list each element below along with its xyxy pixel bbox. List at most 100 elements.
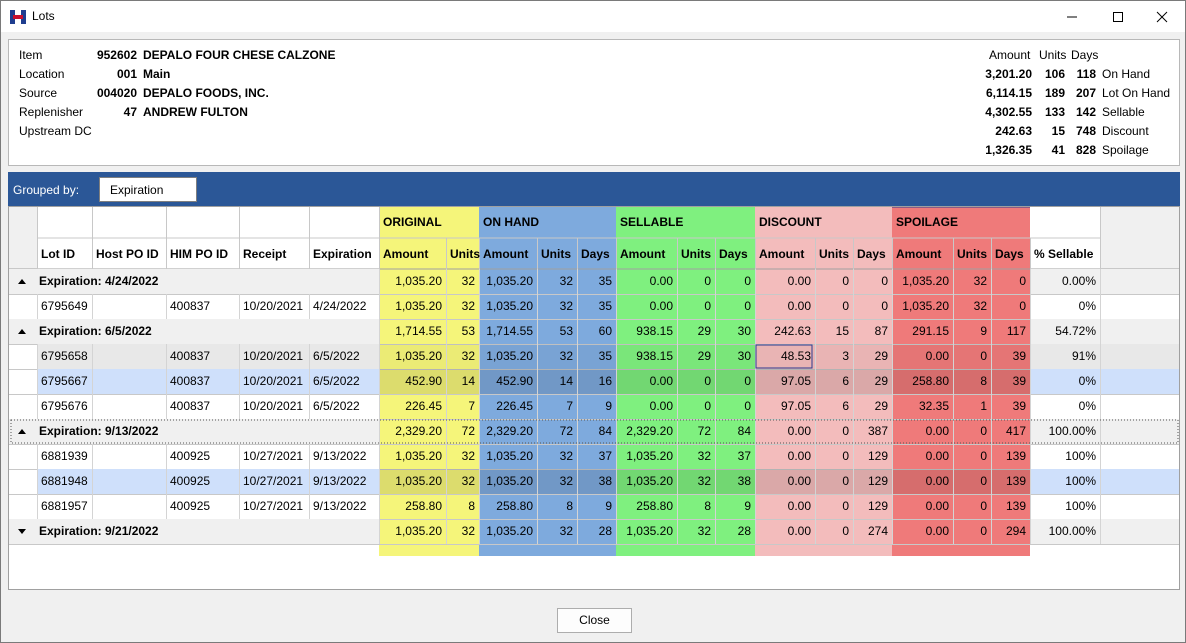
value-cell: 291.15 (912, 324, 949, 338)
column-header-units[interactable]: Units (541, 247, 571, 261)
value-cell: 0.00 (649, 374, 673, 388)
column-header-him-po-id[interactable]: HIM PO ID (170, 247, 229, 261)
collapse-triangle-icon[interactable] (18, 429, 26, 434)
value-cell: 29 (874, 374, 888, 388)
value-cell: 32 (559, 299, 573, 313)
column-header-amount[interactable]: Amount (483, 247, 529, 261)
value-cell: 28 (598, 524, 612, 538)
value-cell: 1 (980, 399, 987, 413)
column-header-units[interactable]: Units (957, 247, 987, 261)
group-row-label[interactable]: Expiration: 4/24/2022 (39, 274, 159, 288)
value-cell: 274 (867, 524, 888, 538)
column-header-amount[interactable]: Amount (759, 247, 805, 261)
group-row-label[interactable]: Expiration: 9/13/2022 (39, 424, 159, 438)
row-shade-overlay (479, 469, 616, 494)
column-header-amount[interactable]: Amount (620, 247, 666, 261)
row-shade-overlay (616, 469, 755, 494)
value-cell: 29 (874, 399, 888, 413)
grouping-field-expiration[interactable]: Expiration (99, 177, 197, 202)
value-cell: 35 (598, 274, 612, 288)
summary-days: 118 (1076, 67, 1096, 81)
value-cell: 54.72% (1055, 324, 1096, 338)
column-header-lot-id[interactable]: Lot ID (41, 247, 75, 261)
value-cell: 1,035.20 (395, 349, 442, 363)
column-header-units[interactable]: Units (450, 247, 480, 261)
row-shade-overlay (379, 369, 479, 394)
value-cell: 0 (881, 299, 888, 313)
value-cell: 1,035.20 (626, 524, 673, 538)
value-cell: 0 (744, 299, 751, 313)
column-header-units[interactable]: Units (681, 247, 711, 261)
lot-cell-receipt: 10/20/2021 (243, 374, 304, 388)
column-header--sellable[interactable]: % Sellable (1034, 247, 1094, 261)
value-cell: 7 (566, 399, 573, 413)
column-header-host-po-id[interactable]: Host PO ID (96, 247, 159, 261)
value-cell: 0.00 (787, 424, 811, 438)
band-original-column (379, 207, 479, 556)
value-cell: 1,035.20 (486, 299, 533, 313)
expand-triangle-icon[interactable] (18, 529, 26, 534)
group-row-label[interactable]: Expiration: 9/21/2022 (39, 524, 159, 538)
value-cell: 0.00 (787, 474, 811, 488)
value-cell: 9 (605, 399, 612, 413)
column-header-days[interactable]: Days (581, 247, 610, 261)
band-spoilage-column (892, 207, 1030, 556)
lots-grid: ORIGINAL ON HAND SELLABLE DISCOUNT SPOILAGE L… (8, 206, 1180, 590)
focused-row-border (10, 419, 1179, 444)
value-cell: 53 (461, 324, 475, 338)
grouping-bar: Grouped by: Expiration (8, 172, 1180, 206)
collapse-triangle-icon[interactable] (18, 279, 26, 284)
column-header-days[interactable]: Days (719, 247, 748, 261)
lot-cell-him: 400925 (170, 499, 211, 513)
value-cell: 38 (598, 474, 612, 488)
minimize-icon (1067, 16, 1077, 17)
value-cell: 32 (559, 474, 573, 488)
close-button[interactable]: Close (557, 608, 632, 633)
lot-cell-him: 400837 (170, 374, 211, 388)
column-header-days[interactable]: Days (995, 247, 1024, 261)
value-cell: 1,035.20 (626, 474, 673, 488)
value-cell: 32 (559, 349, 573, 363)
row-shade-overlay (379, 344, 479, 369)
group-row-label[interactable]: Expiration: 6/5/2022 (39, 324, 152, 338)
row-shade-overlay (479, 344, 616, 369)
value-cell: 242.63 (774, 324, 811, 338)
summary-units: 106 (1044, 67, 1065, 81)
close-window-button[interactable] (1139, 1, 1185, 32)
lot-cell-host (92, 294, 166, 319)
value-cell: 16 (598, 374, 612, 388)
value-cell: 117 (1006, 324, 1026, 338)
summary-label: Spoilage (1102, 143, 1149, 157)
value-cell: 15 (835, 324, 849, 338)
value-cell: 87 (874, 324, 888, 338)
value-cell: 32 (461, 449, 475, 463)
column-header-amount[interactable]: Amount (383, 247, 429, 261)
maximize-button[interactable] (1095, 1, 1141, 32)
column-header-receipt[interactable]: Receipt (243, 247, 287, 261)
lot-cell-lot: 6881957 (41, 499, 88, 513)
value-cell: 0.00% (1061, 274, 1096, 288)
value-cell: 32 (697, 449, 711, 463)
collapse-triangle-icon[interactable] (18, 329, 26, 334)
column-header-expiration[interactable]: Expiration (313, 247, 372, 261)
value-cell: 0 (842, 474, 849, 488)
column-header-days[interactable]: Days (857, 247, 886, 261)
value-cell: 0 (842, 449, 849, 463)
value-cell: 38 (737, 474, 751, 488)
value-cell: 1,035.20 (902, 274, 949, 288)
value-cell: 35 (598, 299, 612, 313)
summary-units: 189 (1044, 86, 1065, 100)
value-cell: 0 (980, 474, 987, 488)
value-cell: 32 (559, 449, 573, 463)
value-cell: 0 (980, 349, 987, 363)
column-header-units[interactable]: Units (819, 247, 849, 261)
value-cell: 0 (704, 299, 711, 313)
value-cell: 0.00 (787, 449, 811, 463)
value-cell: 32 (559, 274, 573, 288)
minimize-button[interactable] (1049, 1, 1095, 32)
column-header-amount[interactable]: Amount (896, 247, 942, 261)
value-cell: 48.53 (780, 349, 811, 363)
value-cell: 30 (737, 324, 751, 338)
value-cell: 0 (842, 299, 849, 313)
